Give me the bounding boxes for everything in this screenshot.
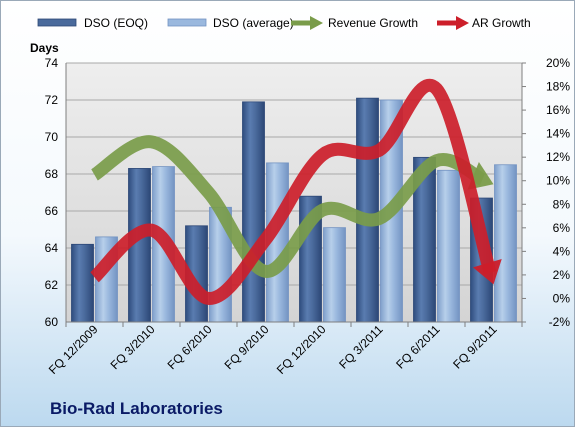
line-revenue-growth	[90, 135, 486, 278]
arrowhead-ar-growth	[472, 259, 502, 285]
legend: DSO (EOQ) DSO (average) Revenue Growth A…	[37, 16, 531, 30]
y-left-tick-label: 70	[45, 130, 59, 144]
y-right-tick-label: 6%	[553, 221, 571, 235]
growth-lines	[89, 79, 502, 305]
y-axis-left-title: Days	[30, 41, 59, 55]
bar-dso-eoq	[71, 243, 94, 323]
y-left-tick-label: 74	[45, 56, 59, 70]
legend-label-dso-average: DSO (average)	[213, 16, 294, 30]
y-left-tick-label: 66	[45, 204, 59, 218]
legend-arrow-ar-growth	[437, 16, 469, 30]
y-right-tick-label: 18%	[546, 80, 570, 94]
y-right-tick-label: 10%	[546, 174, 570, 188]
legend-label-dso-eoq: DSO (EOQ)	[84, 16, 148, 30]
y-right-tick-label: -2%	[549, 315, 571, 329]
line-ar-growth	[89, 79, 497, 305]
y-left-tick-label: 62	[45, 278, 59, 292]
y-right-tick-label: 12%	[546, 150, 570, 164]
bar-dso-eoq	[242, 101, 265, 323]
y-right-tick-label: 0%	[553, 291, 571, 305]
y-right-tick-label: 20%	[546, 56, 570, 70]
company-label: Bio-Rad Laboratories	[50, 399, 223, 418]
legend-swatch-dso-average	[167, 18, 207, 27]
bar-dso-average	[437, 169, 460, 323]
y-left-tick-label: 72	[45, 93, 59, 107]
legend-label-ar-growth: AR Growth	[472, 16, 531, 30]
legend-arrow-revenue-growth	[291, 16, 323, 30]
y-left-tick-label: 68	[45, 167, 59, 181]
y-right-tick-label: 8%	[553, 197, 571, 211]
legend-label-revenue-growth: Revenue Growth	[328, 16, 418, 30]
y-right-tick-label: 4%	[553, 244, 571, 258]
bar-dso-eoq	[356, 97, 379, 323]
y-left-tick-label: 64	[45, 241, 59, 255]
bar-dso-average	[494, 164, 517, 323]
y-left-tick-label: 60	[45, 315, 59, 329]
bar-dso-average	[323, 227, 346, 323]
y-right-tick-label: 16%	[546, 103, 570, 117]
y-right-tick-label: 14%	[546, 127, 570, 141]
y-right-tick-label: 2%	[553, 268, 571, 282]
legend-swatch-dso-eoq	[37, 18, 77, 27]
